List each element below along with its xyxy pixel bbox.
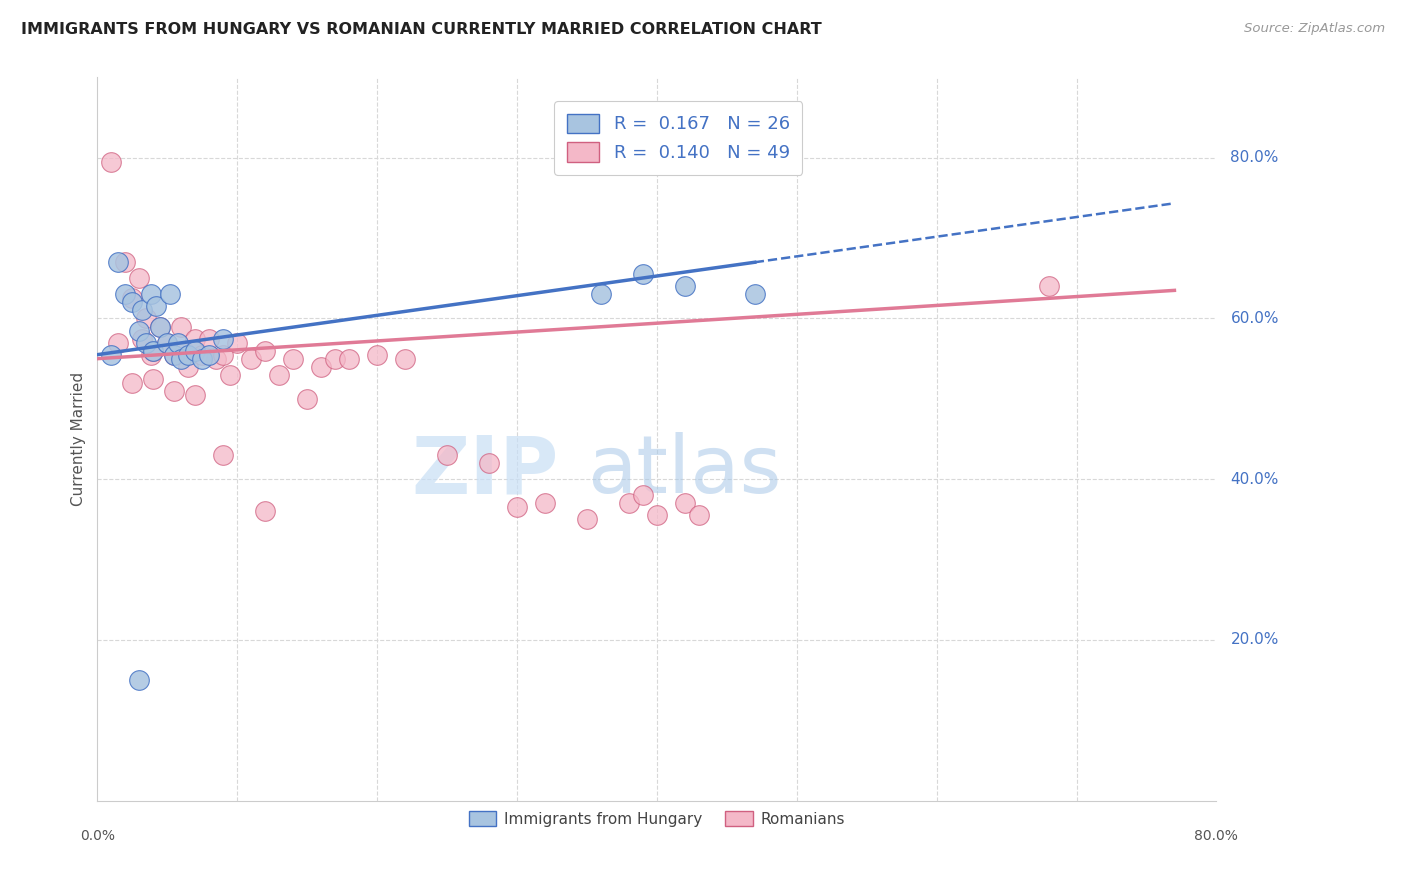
Point xyxy=(617,496,640,510)
Point xyxy=(575,512,598,526)
Point xyxy=(170,319,193,334)
Point xyxy=(198,332,221,346)
Point xyxy=(145,300,167,314)
Point xyxy=(173,343,195,358)
Text: 80.0%: 80.0% xyxy=(1230,150,1279,165)
Text: 20.0%: 20.0% xyxy=(1230,632,1279,648)
Point xyxy=(631,268,654,282)
Point xyxy=(142,343,165,358)
Point xyxy=(309,359,332,374)
Point xyxy=(184,332,207,346)
Point xyxy=(163,348,186,362)
Point xyxy=(131,303,153,318)
Point xyxy=(156,335,179,350)
Point xyxy=(128,324,150,338)
Point xyxy=(283,351,305,366)
Point xyxy=(212,332,235,346)
Text: IMMIGRANTS FROM HUNGARY VS ROMANIAN CURRENTLY MARRIED CORRELATION CHART: IMMIGRANTS FROM HUNGARY VS ROMANIAN CURR… xyxy=(21,22,823,37)
Point xyxy=(394,351,416,366)
Point xyxy=(478,456,501,470)
Point xyxy=(631,488,654,502)
Point xyxy=(366,348,388,362)
Point xyxy=(100,154,122,169)
Text: ZIP: ZIP xyxy=(412,432,560,510)
Point xyxy=(149,319,172,334)
Point xyxy=(589,287,612,301)
Point xyxy=(323,351,346,366)
Point xyxy=(688,508,710,523)
Point xyxy=(142,372,165,386)
Text: 40.0%: 40.0% xyxy=(1230,472,1279,487)
Point xyxy=(107,335,129,350)
Point xyxy=(436,448,458,462)
Point xyxy=(121,376,143,390)
Point xyxy=(212,348,235,362)
Point xyxy=(159,287,181,301)
Point xyxy=(100,348,122,362)
Point xyxy=(506,500,529,515)
Point xyxy=(135,311,157,326)
Point xyxy=(107,255,129,269)
Point xyxy=(219,368,242,382)
Point xyxy=(131,332,153,346)
Point xyxy=(114,287,136,301)
Point xyxy=(191,348,214,362)
Point xyxy=(212,448,235,462)
Point xyxy=(295,392,318,406)
Text: Source: ZipAtlas.com: Source: ZipAtlas.com xyxy=(1244,22,1385,36)
Point xyxy=(128,673,150,687)
Y-axis label: Currently Married: Currently Married xyxy=(72,372,86,506)
Point xyxy=(114,255,136,269)
Point xyxy=(198,348,221,362)
Point xyxy=(156,335,179,350)
Point xyxy=(163,348,186,362)
Point xyxy=(205,351,228,366)
Legend: Immigrants from Hungary, Romanians: Immigrants from Hungary, Romanians xyxy=(463,805,851,833)
Text: 0.0%: 0.0% xyxy=(80,829,115,843)
Point xyxy=(269,368,291,382)
Point xyxy=(645,508,668,523)
Point xyxy=(254,504,277,518)
Point xyxy=(139,348,162,362)
Point xyxy=(337,351,360,366)
Point xyxy=(135,335,157,350)
Point xyxy=(673,496,696,510)
Point xyxy=(170,351,193,366)
Text: 60.0%: 60.0% xyxy=(1230,311,1279,326)
Point xyxy=(254,343,277,358)
Point xyxy=(744,287,766,301)
Point xyxy=(121,292,143,306)
Point xyxy=(177,359,200,374)
Point xyxy=(149,319,172,334)
Point xyxy=(184,388,207,402)
Point xyxy=(534,496,557,510)
Text: atlas: atlas xyxy=(586,432,782,510)
Point xyxy=(226,335,249,350)
Point xyxy=(128,271,150,285)
Point xyxy=(1038,279,1060,293)
Point xyxy=(184,343,207,358)
Point xyxy=(177,348,200,362)
Point xyxy=(673,279,696,293)
Point xyxy=(142,343,165,358)
Point xyxy=(191,351,214,366)
Point xyxy=(121,295,143,310)
Text: 80.0%: 80.0% xyxy=(1195,829,1239,843)
Point xyxy=(139,287,162,301)
Point xyxy=(240,351,263,366)
Point xyxy=(163,384,186,398)
Point xyxy=(167,335,190,350)
